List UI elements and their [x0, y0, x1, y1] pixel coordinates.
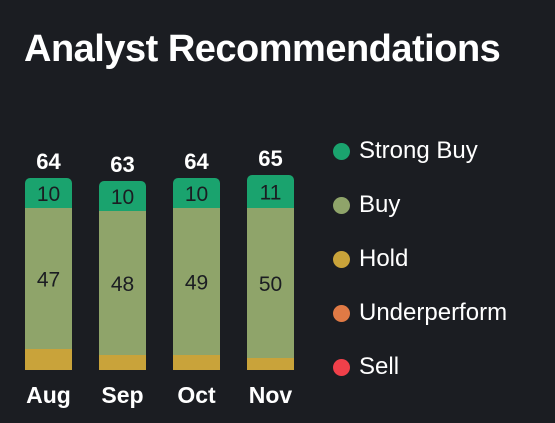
bar-segment-buy-oct[interactable]	[173, 208, 220, 355]
segment-label-buy-sep: 48	[111, 273, 134, 296]
bar-segment-strong-buy-nov[interactable]	[247, 175, 294, 208]
legend-item-hold[interactable]: Hold	[333, 232, 548, 286]
legend-dot-icon	[333, 304, 350, 322]
category-label-nov: Nov	[249, 382, 293, 408]
chart-title: Analyst Recommendations	[24, 28, 501, 70]
legend-dot-icon	[333, 196, 350, 214]
category-label-sep: Sep	[101, 382, 143, 408]
bar-nov[interactable]	[247, 175, 294, 370]
segment-label-buy-aug: 47	[37, 269, 60, 292]
total-label-nov: 65	[258, 146, 282, 171]
legend-item-buy[interactable]: Buy	[333, 178, 548, 232]
bar-segment-hold-oct[interactable]	[173, 355, 220, 370]
legend-dot-icon	[333, 250, 350, 268]
segment-label-buy-nov: 50	[259, 273, 282, 296]
bar-segment-strong-buy-aug[interactable]	[25, 178, 72, 208]
bar-segment-hold-sep[interactable]	[99, 355, 146, 370]
bar-oct[interactable]	[173, 178, 220, 370]
legend-label: Sell	[359, 353, 400, 380]
bar-segment-hold-nov[interactable]	[247, 358, 294, 370]
legend-dot-icon	[333, 142, 350, 160]
legend: Strong Buy Buy Hold Underperform Sell	[333, 124, 548, 394]
segment-label-strong-buy-sep: 10	[111, 186, 134, 209]
total-label-oct: 64	[184, 149, 209, 174]
total-label-sep: 63	[110, 152, 134, 177]
bar-sep[interactable]	[99, 181, 146, 370]
legend-label: Strong Buy	[359, 137, 478, 164]
legend-label: Buy	[359, 191, 401, 218]
legend-label: Underperform	[359, 299, 508, 326]
bar-segment-strong-buy-sep[interactable]	[99, 181, 146, 211]
segment-label-strong-buy-nov: 11	[260, 182, 282, 205]
total-label-aug: 64	[36, 149, 61, 174]
bar-aug[interactable]	[25, 178, 72, 370]
bar-segment-buy-aug[interactable]	[25, 208, 72, 349]
category-label-aug: Aug	[26, 382, 71, 408]
segment-label-strong-buy-aug: 10	[37, 183, 60, 206]
bar-segment-buy-sep[interactable]	[99, 211, 146, 355]
legend-item-sell[interactable]: Sell	[333, 340, 548, 394]
legend-item-underperform[interactable]: Underperform	[333, 286, 548, 340]
segment-label-strong-buy-oct: 10	[185, 183, 208, 206]
bar-segment-strong-buy-oct[interactable]	[173, 178, 220, 208]
legend-dot-icon	[333, 358, 350, 376]
legend-item-strong-buy[interactable]: Strong Buy	[333, 124, 548, 178]
segment-label-buy-oct: 49	[185, 272, 208, 295]
stacked-bar-chart: 47 10 64 Aug 48 10 63 Sep 49 10 64 Oct 50 11 65 Nov	[25, 146, 294, 408]
category-label-oct: Oct	[177, 382, 216, 408]
bar-segment-hold-aug[interactable]	[25, 349, 72, 370]
legend-label: Hold	[359, 245, 409, 272]
bar-segment-buy-nov[interactable]	[247, 208, 294, 358]
